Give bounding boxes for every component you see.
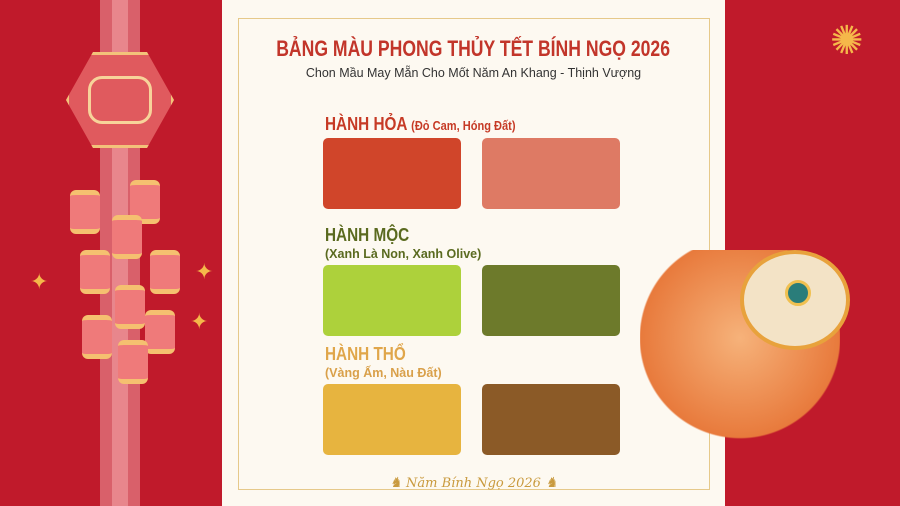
lion-eye-icon (785, 280, 811, 306)
sparkle-icon: ✦ (190, 309, 209, 334)
firework-icon: ✺ (830, 19, 864, 63)
firecracker-icon (145, 310, 175, 354)
swatch-earth-brown (482, 384, 620, 455)
horse-icon: ♞ (545, 475, 558, 491)
section-name: HÀNH HỎA (325, 114, 407, 134)
footer: ♞ Năm Bính Ngọ 2026 ♞ (222, 474, 725, 493)
section-desc: (Đỏ Cam, Hóng Đất) (411, 118, 516, 133)
firecracker-icon (70, 190, 100, 234)
swatch-olive (482, 265, 620, 336)
swatch-lime-green (323, 265, 461, 336)
swatch-warm-yellow (323, 384, 461, 455)
firecracker-icon (80, 250, 110, 294)
swatch-orange-red (323, 138, 461, 209)
firecracker-icon (118, 340, 148, 384)
section-earth-desc: (Vàng Ấm, Nàu Đất) (325, 366, 442, 380)
sparkle-icon: ✦ (195, 259, 214, 284)
footer-text: Năm Bính Ngọ 2026 (406, 476, 541, 491)
section-fire-title: HÀNH HỎA (Đỏ Cam, Hóng Đất) (325, 114, 516, 136)
firecracker-icon (150, 250, 180, 294)
horse-icon: ♞ (389, 475, 402, 491)
section-wood-desc: (Xanh Là Non, Xanh Olive) (325, 247, 482, 261)
firecracker-icon (112, 215, 142, 259)
firecracker-icon (82, 315, 112, 359)
section-earth-title: HÀNH THỔ (325, 344, 406, 364)
section-wood-title: HÀNH MỘC (325, 225, 410, 245)
page-title-wrap: BẢNG MÀU PHONG THỦY TẾT BÍNH NGỌ 2026 (222, 36, 725, 62)
page-subtitle: Chon Mầu May Mẵn Cho Mốt Năm An Khang - … (305, 66, 642, 80)
sparkle-icon: ✦ (30, 269, 49, 294)
lucky-knot-ornament (66, 52, 174, 148)
swatch-earth-pink (482, 138, 620, 209)
page-title: BẢNG MÀU PHONG THỦY TẾT BÍNH NGỌ 2026 (276, 36, 671, 61)
endless-knot-icon (88, 76, 152, 124)
firecracker-icon (115, 285, 145, 329)
